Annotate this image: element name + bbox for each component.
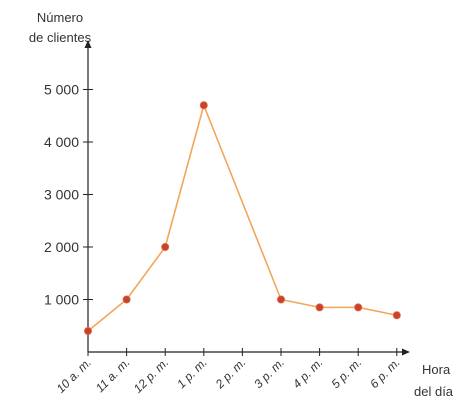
data-point: [392, 311, 401, 320]
y-tick-label: 1 000: [44, 292, 79, 308]
chart-axes: [84, 40, 410, 356]
data-point: [161, 242, 170, 251]
y-tick-label: 4 000: [44, 134, 79, 150]
y-tick-label: 3 000: [44, 187, 79, 203]
data-point: [315, 303, 324, 312]
y-tick-label: 5 000: [44, 82, 79, 98]
data-point: [84, 326, 93, 335]
y-tick-label: 2 000: [44, 239, 79, 255]
series-line: [87, 104, 397, 332]
x-axis-ticks: 10 a. m.11 a. m.12 p. m. 1 p. m. 2 p. m. 3 …: [54, 348, 403, 396]
x-tick-label: 2 p. m.: [212, 355, 249, 392]
x-tick-label: 10 a. m.: [54, 355, 95, 396]
x-tick-label: 3 p. m.: [251, 355, 287, 391]
data-point: [276, 295, 285, 304]
x-tick-label: 12 p. m.: [131, 355, 172, 396]
y-axis-title-line-2: de clientes: [29, 30, 92, 45]
x-axis-arrow: [402, 348, 410, 356]
data-point: [199, 101, 208, 110]
plot-area: [84, 101, 401, 335]
x-axis-title-line-2: del día: [414, 384, 454, 399]
y-axis-arrow: [84, 40, 92, 48]
x-tick-label: 11 a. m.: [93, 355, 133, 395]
x-tick-label: 5 p. m.: [328, 355, 364, 391]
y-axis-title-line-1: Número: [37, 10, 83, 25]
x-tick-label: 6 p. m.: [367, 355, 403, 391]
data-point: [354, 303, 363, 312]
x-tick-label: 1 p. m.: [174, 355, 210, 391]
x-axis-title-line-1: Hora: [422, 362, 451, 377]
y-axis-ticks: 1 000 2 000 3 000 4 000 5 000: [44, 82, 93, 308]
x-tick-label: 4 p. m.: [290, 355, 326, 391]
data-point: [122, 295, 131, 304]
